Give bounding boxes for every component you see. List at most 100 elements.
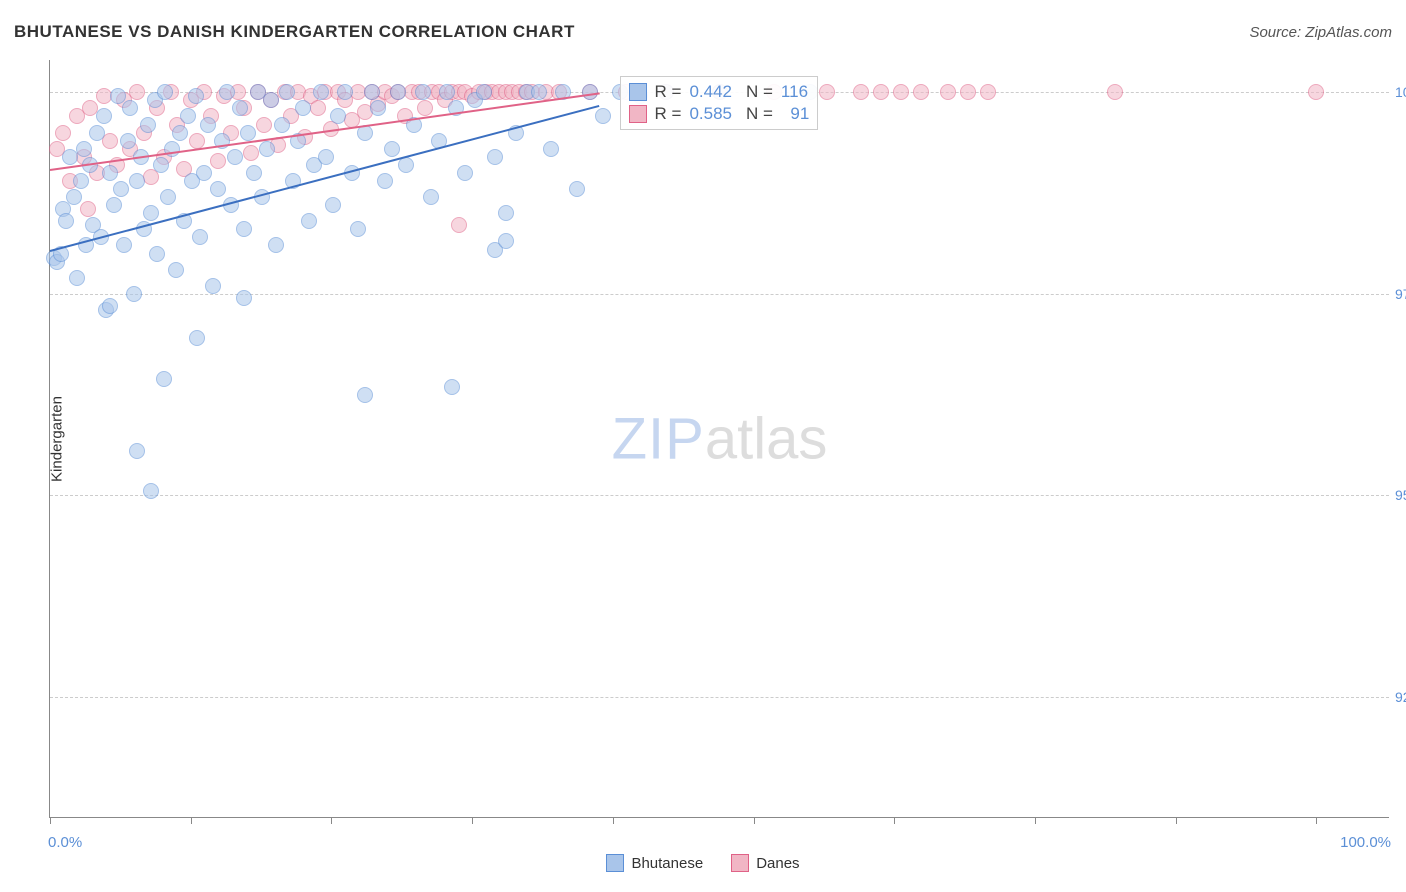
x-tick xyxy=(472,817,473,824)
scatter-point xyxy=(444,379,460,395)
legend-item: Bhutanese xyxy=(606,854,703,872)
x-tick xyxy=(613,817,614,824)
scatter-point xyxy=(364,84,380,100)
scatter-point xyxy=(200,117,216,133)
scatter-point xyxy=(116,237,132,253)
scatter-point xyxy=(102,165,118,181)
scatter-point xyxy=(498,233,514,249)
scatter-point xyxy=(189,330,205,346)
x-tick xyxy=(1035,817,1036,824)
x-tick xyxy=(1316,817,1317,824)
scatter-point xyxy=(256,117,272,133)
scatter-point xyxy=(457,165,473,181)
x-tick xyxy=(754,817,755,824)
legend-swatch xyxy=(629,105,647,123)
scatter-point xyxy=(350,221,366,237)
scatter-point xyxy=(180,108,196,124)
scatter-point xyxy=(268,237,284,253)
legend-label: Bhutanese xyxy=(631,855,703,872)
scatter-point xyxy=(873,84,889,100)
scatter-point xyxy=(143,205,159,221)
scatter-point xyxy=(913,84,929,100)
scatter-point xyxy=(595,108,611,124)
scatter-point xyxy=(279,84,295,100)
scatter-point xyxy=(236,221,252,237)
scatter-point xyxy=(58,213,74,229)
scatter-point xyxy=(384,141,400,157)
scatter-point xyxy=(236,290,252,306)
scatter-point xyxy=(143,483,159,499)
scatter-point xyxy=(487,149,503,165)
scatter-point xyxy=(370,100,386,116)
scatter-point xyxy=(415,84,431,100)
scatter-point xyxy=(126,286,142,302)
scatter-point xyxy=(157,84,173,100)
stats-row: R =0.442N =116 xyxy=(629,81,810,103)
scatter-point xyxy=(1107,84,1123,100)
scatter-point xyxy=(153,157,169,173)
x-tick xyxy=(1176,817,1177,824)
scatter-point xyxy=(188,88,204,104)
scatter-point xyxy=(325,197,341,213)
scatter-point xyxy=(377,173,393,189)
scatter-point xyxy=(96,108,112,124)
scatter-point xyxy=(102,133,118,149)
scatter-point xyxy=(819,84,835,100)
legend-swatch xyxy=(731,854,749,872)
stats-row: R =0.585N = 91 xyxy=(629,103,810,125)
scatter-point xyxy=(318,149,334,165)
scatter-point xyxy=(417,100,433,116)
scatter-point xyxy=(149,246,165,262)
chart-source: Source: ZipAtlas.com xyxy=(1249,24,1392,41)
gridline xyxy=(50,697,1389,698)
scatter-point xyxy=(113,181,129,197)
scatter-point xyxy=(156,371,172,387)
stat-r-label: R = xyxy=(655,104,682,124)
scatter-point xyxy=(227,149,243,165)
scatter-point xyxy=(160,189,176,205)
scatter-point xyxy=(330,108,346,124)
bottom-legend: Bhutanese Danes xyxy=(0,854,1406,872)
y-tick-label: 100.0% xyxy=(1395,84,1406,100)
scatter-point xyxy=(295,100,311,116)
watermark-part2: atlas xyxy=(705,406,828,471)
scatter-point xyxy=(196,165,212,181)
scatter-point xyxy=(310,100,326,116)
x-axis-label-max: 100.0% xyxy=(1340,834,1391,851)
scatter-point xyxy=(274,117,290,133)
stat-r-value: 0.585 xyxy=(689,104,732,124)
scatter-point xyxy=(210,153,226,169)
legend-label: Danes xyxy=(756,855,799,872)
scatter-point xyxy=(980,84,996,100)
scatter-point xyxy=(96,88,112,104)
scatter-point xyxy=(313,84,329,100)
scatter-point xyxy=(476,84,492,100)
scatter-point xyxy=(192,229,208,245)
chart-title: BHUTANESE VS DANISH KINDERGARTEN CORRELA… xyxy=(14,22,575,42)
scatter-point xyxy=(140,117,156,133)
scatter-point xyxy=(337,84,353,100)
y-axis-title: Kindergarten xyxy=(48,396,65,482)
scatter-point xyxy=(569,181,585,197)
stat-n-value: 116 xyxy=(781,82,808,102)
scatter-point xyxy=(390,84,406,100)
scatter-point xyxy=(240,125,256,141)
scatter-point xyxy=(498,205,514,221)
scatter-point xyxy=(853,84,869,100)
scatter-point xyxy=(102,298,118,314)
scatter-point xyxy=(106,197,122,213)
scatter-point xyxy=(205,278,221,294)
scatter-point xyxy=(357,387,373,403)
scatter-point xyxy=(960,84,976,100)
scatter-point xyxy=(259,141,275,157)
legend-swatch xyxy=(629,83,647,101)
scatter-point xyxy=(1308,84,1324,100)
scatter-point xyxy=(210,181,226,197)
scatter-point xyxy=(73,173,89,189)
x-axis-label-min: 0.0% xyxy=(48,834,82,851)
scatter-point xyxy=(893,84,909,100)
scatter-point xyxy=(89,125,105,141)
gridline xyxy=(50,495,1389,496)
scatter-point xyxy=(76,141,92,157)
x-tick xyxy=(50,817,51,824)
